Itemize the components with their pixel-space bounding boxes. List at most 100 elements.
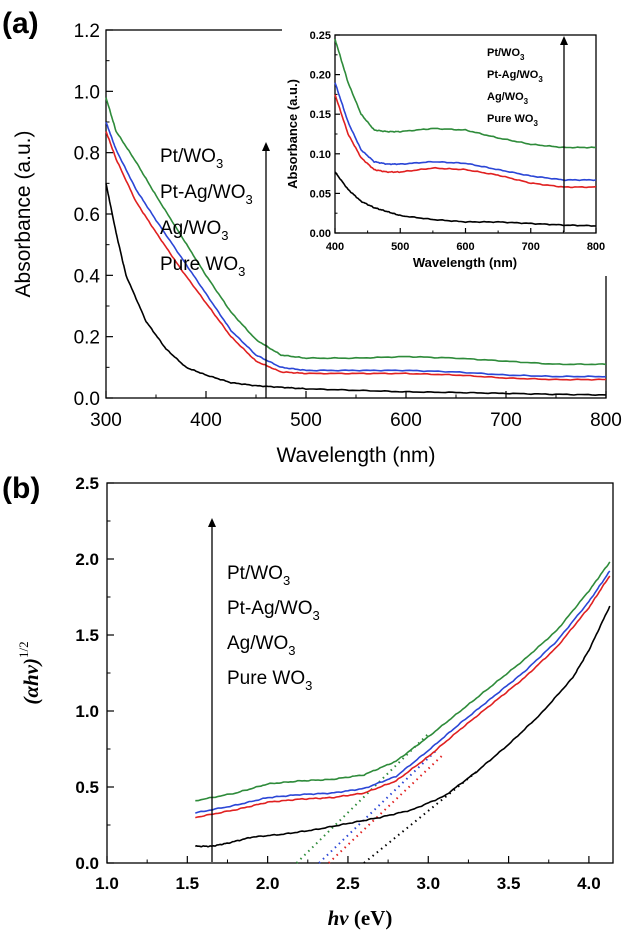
x-tick-label: 600 — [456, 241, 474, 253]
legend-label-subscript: 3 — [216, 156, 223, 171]
y-tick-label: 2.0 — [75, 550, 99, 569]
legend-label-text: Pure WO — [227, 668, 305, 689]
legend-label-pt-ag-wo3: Pt-Ag/WO3 — [227, 598, 320, 623]
legend-label-text: Pure WO — [487, 113, 534, 125]
legend-label-text: Pt-Ag/WO — [487, 69, 539, 81]
y-tick-label: 1.0 — [75, 702, 99, 721]
x-axis-title-symbol: hν — [328, 906, 350, 930]
legend-label-subscript: 3 — [283, 573, 290, 588]
y-tick-label: 2.5 — [75, 474, 99, 493]
legend-label-text: Pt/WO — [487, 47, 520, 59]
x-tick-label: 400 — [190, 410, 222, 431]
x-tick-label: 600 — [390, 410, 422, 431]
y-tick-label: 0.20 — [310, 70, 331, 82]
x-tick-label: 500 — [290, 410, 322, 431]
panel-a-y-axis-title: Absorbance (a.u.) — [12, 131, 35, 298]
inset-y-axis-title: Absorbance (a.u.) — [285, 79, 300, 189]
panel-b-chart: 1.0 1.5 2.0 2.5 3.0 3.5 4.00.00.51.01.52.02.5 … — [16, 474, 614, 930]
panel-b-tangent-lines — [295, 733, 478, 864]
inset-ticks: 400 500 600 700 800 0.00 0.05 0.10 0.15 0.20 0.25 — [310, 30, 606, 253]
series-line-pt-ag-wo3 — [334, 82, 597, 182]
y-tick-label: 0.6 — [74, 205, 100, 226]
panel-label-a: (a) — [2, 7, 39, 40]
x-tick-label: 800 — [587, 241, 605, 253]
series-line-pure-wo3 — [194, 605, 611, 848]
inset-series — [334, 38, 597, 227]
x-tick-label: 3.0 — [416, 874, 440, 893]
y-tick-label: 0.10 — [310, 149, 331, 161]
legend-label-text: Pure WO — [160, 254, 238, 275]
series-line-ag-wo3 — [334, 94, 597, 189]
x-tick-label: 1.5 — [175, 874, 199, 893]
y-tick-label: 1.0 — [74, 82, 100, 103]
x-tick-label: 2.0 — [256, 874, 280, 893]
legend-label-subscript: 3 — [520, 53, 525, 62]
panel-b-series — [194, 561, 611, 848]
x-tick-label: 700 — [522, 241, 540, 253]
legend-label-subscript: 3 — [313, 608, 320, 623]
legend-label-ag-wo3: Ag/WO3 — [227, 633, 295, 658]
y-tick-label: 0.25 — [310, 30, 331, 42]
inset-background — [282, 26, 618, 276]
series-line-pure-wo3 — [334, 171, 597, 227]
panel-b-x-axis-title: hν (eV) — [328, 906, 393, 930]
y-tick-label: 0.0 — [74, 389, 100, 410]
panel-a-inset-chart: 400 500 600 700 8000.000.050.100.150.200.25 … — [282, 26, 618, 276]
panel-b-y-axis-title: (αhν)1/2 — [16, 641, 43, 704]
y-axis-title-symbol: (αhν) — [19, 658, 43, 705]
series-line-pt-wo3 — [105, 97, 607, 366]
y-tick-label: 0.00 — [310, 228, 331, 240]
y-tick-label: 1.2 — [74, 21, 100, 42]
legend-label-text: Ag/WO — [227, 633, 288, 654]
tangent-line — [327, 752, 446, 864]
series-line-ag-wo3 — [195, 575, 611, 819]
legend-label-pure-wo3: Pure WO3 — [160, 254, 245, 279]
x-tick-label: 300 — [90, 410, 122, 431]
legend-label-ag-wo3: Ag/WO3 — [487, 91, 529, 106]
y-tick-label: 0.8 — [74, 144, 100, 165]
tangent-line — [363, 771, 478, 864]
panel-a-ticks: 300 400 500 600 700 800 0.0 0.2 0.4 0.6 0.8 1.0 1.2 — [74, 21, 622, 431]
y-tick-label: 0.2 — [74, 328, 100, 349]
legend-label-pure-wo3: Pure WO3 — [227, 668, 312, 693]
legend-label-subscript: 3 — [533, 119, 538, 128]
y-tick-label: 0.05 — [310, 188, 331, 200]
x-tick-label: 4.0 — [577, 874, 601, 893]
legend-label-text: Pt/WO — [160, 146, 216, 167]
x-tick-label: 1.0 — [95, 874, 119, 893]
panel-b-frame — [106, 482, 614, 864]
x-axis-title-unit: (eV) — [349, 906, 393, 930]
panel-b-ticks: 1.0 1.5 2.0 2.5 3.0 3.5 4.0 0.0 0.5 1.0 1.5 2.0 2.5 — [75, 474, 600, 893]
x-tick-label: 2.5 — [336, 874, 360, 893]
legend-label-pt-wo3: Pt/WO3 — [227, 563, 290, 588]
legend-label-pure-wo3: Pure WO3 — [487, 113, 538, 128]
series-line-pt-ag-wo3 — [105, 121, 607, 378]
legend-label-pt-wo3: Pt/WO3 — [487, 47, 525, 62]
x-tick-label: 800 — [590, 410, 622, 431]
legend-label-subscript: 3 — [538, 75, 543, 84]
x-tick-label: 500 — [391, 241, 409, 253]
legend-label-text: Pt-Ag/WO — [160, 182, 246, 203]
panel-a-chart: 300 400 500 600 700 8000.00.20.40.60.81.01.2 … — [12, 21, 622, 467]
legend-label-subscript: 3 — [524, 97, 529, 106]
legend-label-subscript: 3 — [238, 264, 245, 279]
panel-a-x-axis-title: Wavelength (nm) — [276, 444, 435, 467]
legend-label-text: Ag/WO — [160, 218, 221, 239]
legend-label-pt-wo3: Pt/WO3 — [160, 146, 223, 171]
y-tick-label: 0.0 — [75, 854, 99, 873]
series-line-pure-wo3 — [105, 183, 607, 396]
y-tick-label: 1.5 — [75, 626, 99, 645]
legend-label-text: Pt/WO — [227, 563, 283, 584]
y-tick-label: 0.15 — [310, 109, 331, 121]
legend-label-subscript: 3 — [305, 678, 312, 693]
y-tick-label: 0.5 — [75, 778, 99, 797]
series-line-pt-wo3 — [195, 561, 611, 802]
x-tick-label: 3.5 — [497, 874, 521, 893]
legend-label-ag-wo3: Ag/WO3 — [160, 218, 228, 243]
legend-label-pt-ag-wo3: Pt-Ag/WO3 — [487, 69, 543, 84]
x-tick-label: 700 — [490, 410, 522, 431]
legend-label-subscript: 3 — [246, 192, 253, 207]
